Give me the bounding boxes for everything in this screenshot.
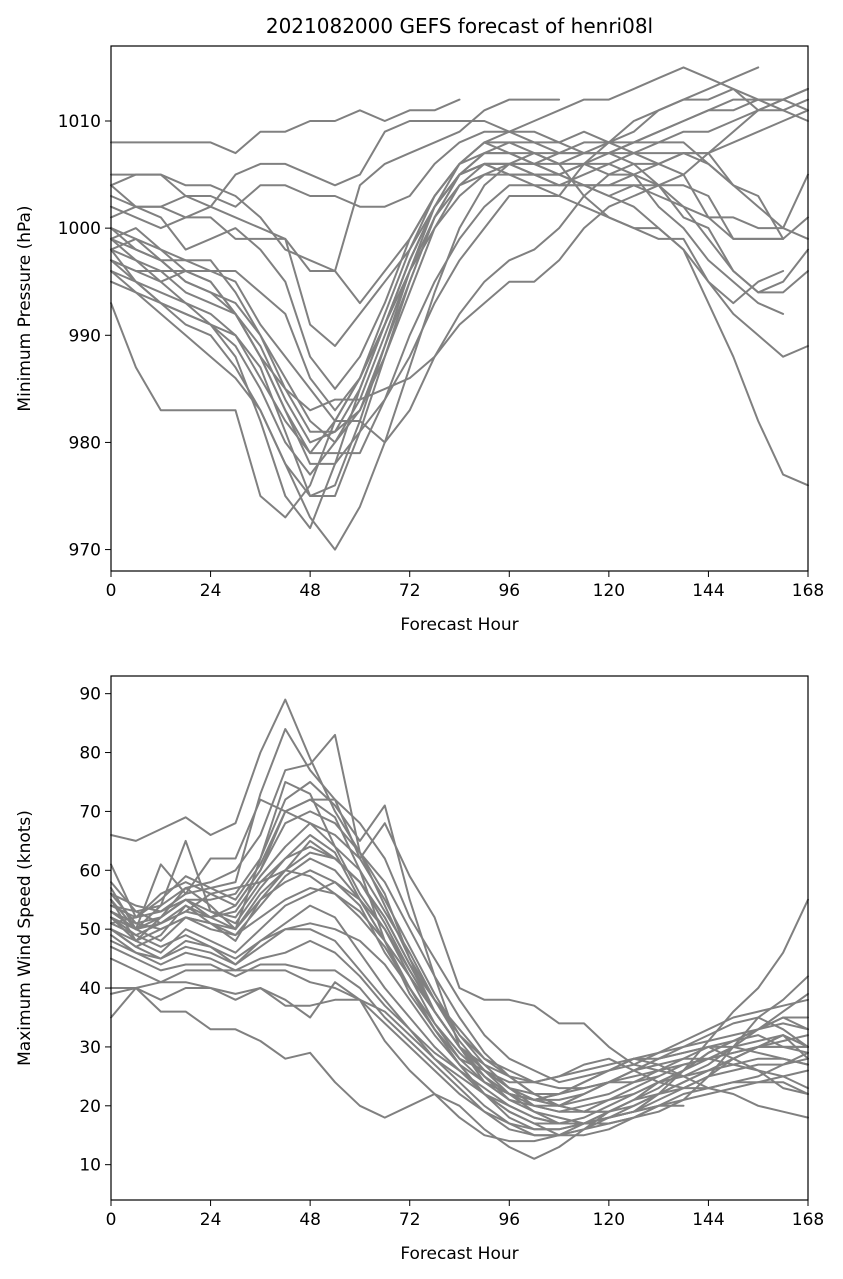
- pressure-y-tick-label: 980: [69, 433, 101, 453]
- wind-y-axis-label: Maximum Wind Speed (knots): [15, 810, 35, 1066]
- pressure-x-tick-label: 144: [692, 581, 724, 601]
- wind-y-tick-label: 70: [79, 802, 101, 822]
- wind-member-line-25: [110, 798, 660, 1125]
- wind-member-line-5: [110, 798, 809, 1078]
- wind-series-group: [110, 698, 809, 1160]
- wind-x-axis-label: Forecast Hour: [400, 1244, 518, 1264]
- pressure-member-line-3: [110, 66, 809, 208]
- pressure-x-axis-label: Forecast Hour: [400, 615, 518, 635]
- wind-y-tick-label: 60: [79, 861, 101, 881]
- pressure-y-tick-label: 1010: [58, 112, 101, 132]
- chart-title: 2021082000 GEFS forecast of henri08l: [266, 14, 653, 38]
- wind-member-line-26: [110, 822, 660, 1113]
- pressure-member-line-15: [110, 152, 735, 530]
- wind-member-line-27: [110, 845, 685, 1125]
- wind-member-line-28: [110, 857, 809, 1125]
- pressure-x-tick-label: 48: [299, 581, 321, 601]
- wind-x-tick-label: 120: [593, 1210, 625, 1230]
- wind-x-tick-label: 0: [106, 1210, 117, 1230]
- wind-y-tick-label: 30: [79, 1038, 101, 1058]
- pressure-member-line-19: [110, 184, 785, 455]
- wind-x-tick-label: 24: [200, 1210, 222, 1230]
- pressure-y-tick-label: 1000: [58, 219, 101, 239]
- pressure-member-line-20: [110, 98, 785, 412]
- pressure-x-tick-label: 96: [498, 581, 520, 601]
- pressure-x-tick-label: 120: [593, 581, 625, 601]
- pressure-panel: 0 24 48 72 96 120 144 168 970 980 990 1000 1010 Forec…: [15, 45, 824, 635]
- pressure-axes-frame: [110, 45, 809, 572]
- pressure-member-line-21: [110, 109, 809, 444]
- wind-x-tick-label: 168: [792, 1210, 824, 1230]
- wind-x-tick-label: 72: [399, 1210, 421, 1230]
- wind-member-line-16: [110, 981, 809, 1143]
- pressure-x-tick-label: 0: [106, 581, 117, 601]
- pressure-x-tick-label: 72: [399, 581, 421, 601]
- wind-y-tick-label: 10: [79, 1156, 101, 1176]
- wind-member-line-12: [110, 945, 809, 1137]
- pressure-x-tick-label: 24: [200, 581, 222, 601]
- wind-member-line-23: [110, 839, 809, 1113]
- wind-x-tick-label: 96: [498, 1210, 520, 1230]
- wind-y-tick-label: 90: [79, 685, 101, 705]
- wind-member-line-17: [110, 839, 809, 1119]
- wind-member-line-2: [110, 728, 809, 1084]
- pressure-series-group: [110, 66, 809, 551]
- pressure-y-axis-label: Minimum Pressure (hPa): [15, 205, 35, 411]
- wind-member-line-13: [110, 898, 809, 1131]
- pressure-member-line-14: [110, 87, 809, 497]
- wind-member-line-15: [110, 987, 809, 1160]
- wind-x-tick-label: 48: [299, 1210, 321, 1230]
- pressure-member-line-16: [110, 87, 809, 551]
- wind-y-tick-label: 20: [79, 1097, 101, 1117]
- pressure-member-line-22: [110, 66, 760, 347]
- pressure-member-line-12: [110, 98, 809, 476]
- pressure-y-tick-label: 970: [69, 541, 101, 561]
- wind-member-line-19: [110, 781, 809, 1113]
- pressure-member-line-17: [110, 162, 785, 519]
- wind-y-tick-label: 50: [79, 920, 101, 940]
- wind-panel: 0 24 48 72 96 120 144 168 10 20 30 40 50 60 70 80 90 Fore…: [15, 675, 824, 1264]
- wind-y-tick-label: 80: [79, 744, 101, 764]
- pressure-y-tick-label: 990: [69, 326, 101, 346]
- wind-y-tick-label: 40: [79, 979, 101, 999]
- pressure-member-line-1: [110, 98, 461, 155]
- wind-x-tick-label: 144: [692, 1210, 724, 1230]
- wind-member-line-24: [110, 810, 610, 1113]
- pressure-x-tick-label: 168: [792, 581, 824, 601]
- wind-axes-frame: [110, 675, 809, 1201]
